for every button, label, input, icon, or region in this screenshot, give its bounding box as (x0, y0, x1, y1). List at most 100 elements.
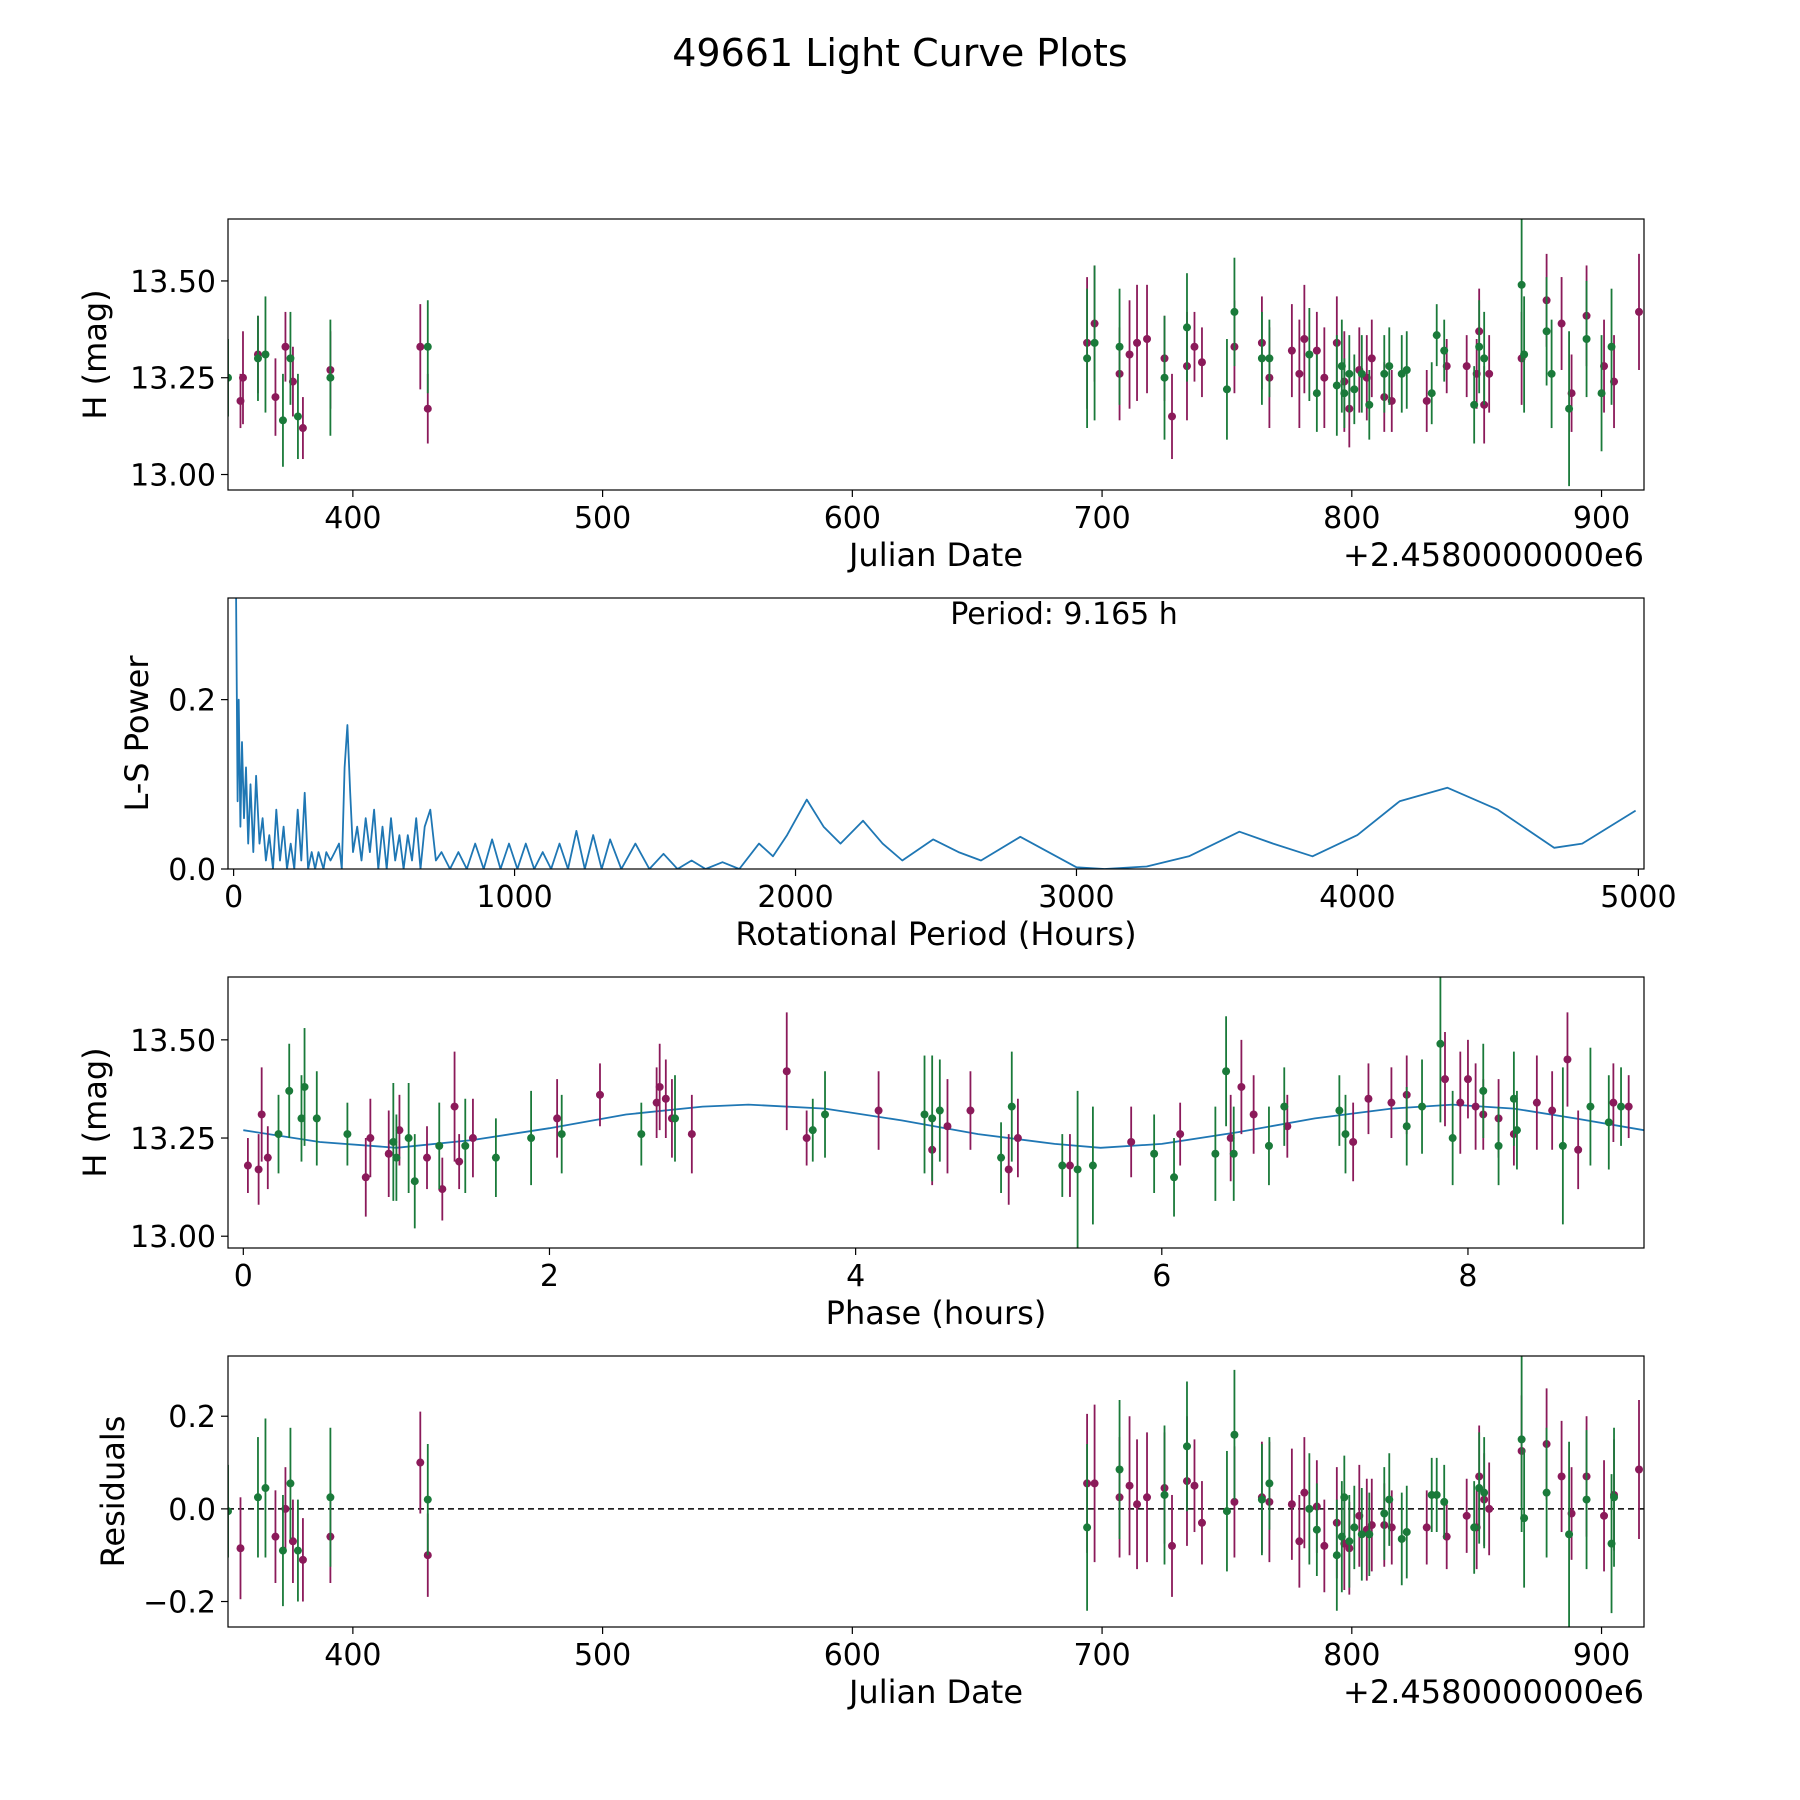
data-point-green (253, 1493, 262, 1502)
fit-curve (243, 1103, 1644, 1149)
data-point-magenta (655, 1082, 664, 1091)
x-tick-label: 2000 (757, 880, 833, 915)
data-point-magenta (1013, 1134, 1022, 1143)
data-point-magenta (1230, 1497, 1239, 1506)
data-point-magenta (1197, 358, 1206, 367)
y-axis-label: H (mag) (76, 289, 114, 419)
data-point-green (1475, 342, 1484, 351)
y-tick-label: 13.25 (130, 1122, 216, 1157)
x-tick-label: 800 (1323, 1638, 1380, 1673)
data-point-green (1380, 369, 1389, 378)
y-tick-label: 13.00 (130, 459, 216, 494)
data-point-magenta (1295, 369, 1304, 378)
x-tick-label: 0 (224, 880, 243, 915)
data-point-green (274, 1130, 283, 1139)
data-point-green (1222, 1507, 1231, 1516)
data-point-green (997, 1153, 1006, 1162)
data-point-green (1385, 1495, 1394, 1504)
data-point-magenta (455, 1157, 464, 1166)
x-tick-label: 500 (574, 501, 631, 536)
data-point-magenta (1168, 412, 1176, 421)
data-point-green (1073, 1165, 1082, 1174)
data-point-magenta (1532, 1098, 1541, 1107)
data-point-green (1565, 404, 1574, 413)
data-point-magenta (1635, 1465, 1644, 1474)
data-point-magenta (553, 1114, 562, 1123)
x-axis-label: Julian Date (847, 1673, 1023, 1711)
axes-frame (227, 597, 1645, 870)
data-point-green (293, 412, 302, 421)
data-point-green (935, 1106, 944, 1115)
data-point-green (1542, 1488, 1551, 1497)
data-point-green (1402, 365, 1411, 374)
data-point-green (1470, 400, 1479, 409)
data-point-green (1058, 1161, 1067, 1170)
data-point-green (228, 1507, 232, 1516)
data-point-magenta (1125, 350, 1134, 359)
data-point-green (1257, 354, 1266, 363)
data-point-magenta (468, 1134, 477, 1143)
data-point-green (1597, 389, 1606, 398)
data-point-green (1558, 1141, 1567, 1150)
data-point-green (1280, 1102, 1289, 1111)
data-point-green (1448, 1134, 1457, 1143)
data-point-green (1617, 1102, 1626, 1111)
data-point-magenta (416, 342, 425, 351)
data-layer (228, 219, 1644, 487)
data-layer (243, 977, 1644, 1248)
data-point-green (1345, 1537, 1354, 1546)
data-point-magenta (1600, 1511, 1609, 1520)
data-point-green (928, 1114, 937, 1123)
data-point-magenta (1320, 373, 1329, 382)
data-point-green (1385, 362, 1394, 371)
data-point-green (261, 350, 270, 359)
data-point-green (278, 1546, 287, 1555)
y-axis-label: L-S Power (118, 655, 156, 812)
axes-frame (227, 976, 1645, 1249)
data-point-green (1542, 327, 1551, 336)
data-point-green (392, 1153, 401, 1162)
data-point-green (1160, 373, 1169, 382)
data-point-green (1350, 385, 1359, 394)
x-tick-label: 600 (824, 1638, 881, 1673)
x-tick-label: 400 (324, 1638, 381, 1673)
data-point-green (228, 373, 232, 382)
data-point-green (1222, 385, 1231, 394)
x-tick-label: 700 (1073, 1638, 1130, 1673)
x-tick-label: 900 (1573, 501, 1630, 536)
data-point-magenta (298, 1555, 307, 1564)
data-point-green (1230, 1430, 1239, 1439)
data-point-magenta (687, 1130, 696, 1139)
data-point-green (1312, 389, 1321, 398)
data-point-magenta (1168, 1541, 1176, 1550)
data-point-green (312, 1114, 321, 1123)
axes-frame (227, 218, 1645, 491)
data-point-magenta (271, 1532, 280, 1541)
data-point-magenta (423, 1153, 432, 1162)
data-point-magenta (1176, 1130, 1185, 1139)
data-point-green (1335, 1106, 1344, 1115)
data-point-green (1440, 1497, 1449, 1506)
data-point-magenta (1197, 1518, 1206, 1527)
data-point-green (1427, 389, 1436, 398)
data-point-magenta (1456, 1098, 1465, 1107)
data-point-magenta (1287, 1500, 1296, 1509)
x-tick-label: 800 (1323, 501, 1380, 536)
data-point-green (808, 1126, 817, 1135)
y-tick-label: 0.0 (168, 853, 216, 888)
data-point-green (1604, 1118, 1613, 1127)
y-tick-label: 13.00 (130, 1220, 216, 1255)
data-point-magenta (1635, 307, 1644, 316)
data-point-green (1480, 1488, 1489, 1497)
data-point-magenta (1190, 342, 1199, 351)
x-tick-label: 3000 (1038, 880, 1114, 915)
data-point-magenta (1300, 335, 1309, 344)
x-axis-label: Rotational Period (Hours) (735, 915, 1136, 953)
data-point-green (1182, 1442, 1191, 1451)
data-point-green (1230, 307, 1239, 316)
data-point-magenta (1422, 1523, 1431, 1532)
data-point-green (1090, 338, 1099, 347)
data-point-green (1257, 1495, 1266, 1504)
data-point-green (343, 1130, 352, 1139)
data-point-green (1332, 1551, 1341, 1560)
